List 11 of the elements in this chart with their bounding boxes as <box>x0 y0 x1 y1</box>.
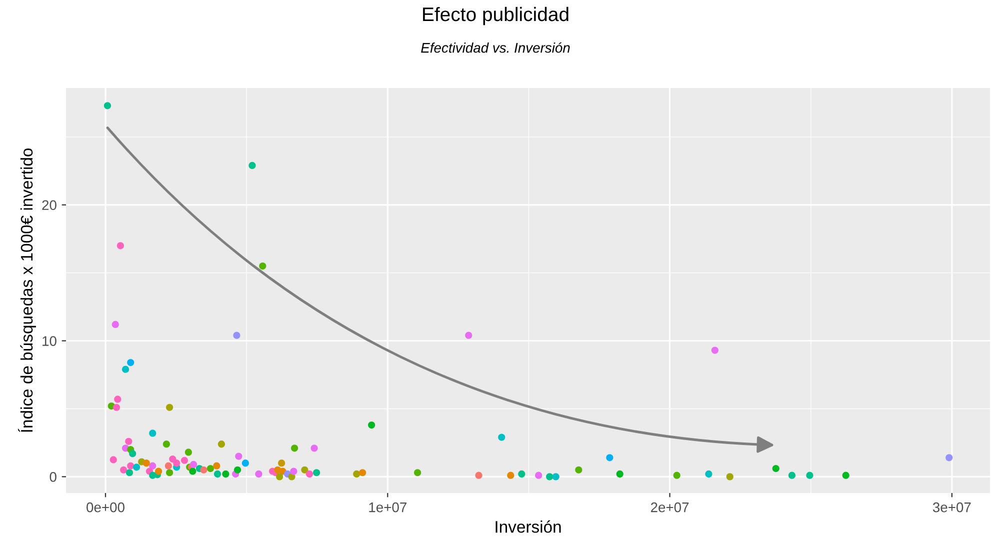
x-axis-title: Inversión <box>496 520 561 533</box>
x-tick-label: 2e+07 <box>650 502 689 512</box>
x-tick-label: 3e+07 <box>932 502 971 512</box>
chart-title: Efecto publicidad <box>423 6 568 26</box>
y-tick-label: 20 <box>42 200 56 210</box>
x-tick-label: 1e+07 <box>369 502 406 512</box>
y-tick-label: 10 <box>42 336 56 346</box>
chart-subtitle: Efectividad vs. Inversión <box>421 42 570 53</box>
y-axis-title: Índice de búsquedas x 1000€ invertido <box>18 148 36 432</box>
y-tick-label: 0 <box>50 472 56 482</box>
x-tick-label: 0e+00 <box>86 502 124 512</box>
